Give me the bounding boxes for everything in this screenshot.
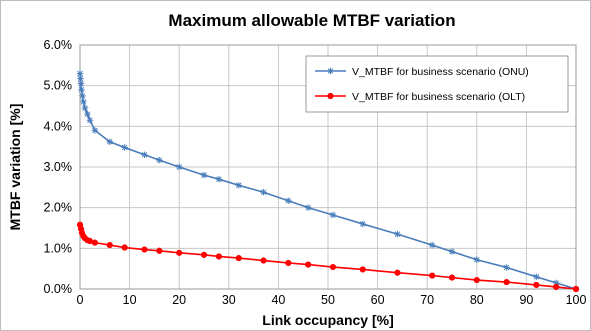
- x-tick-label: 90: [519, 293, 533, 307]
- data-point-0: [533, 273, 540, 280]
- data-point-1: [260, 257, 267, 264]
- y-tick-label: 5.0%: [44, 79, 73, 93]
- data-point-0: [106, 138, 113, 145]
- legend-marker-point: [327, 92, 334, 100]
- data-point-1: [429, 272, 436, 279]
- data-point-1: [553, 283, 560, 291]
- x-tick-label: 0: [77, 293, 84, 307]
- data-point-0: [200, 171, 208, 179]
- x-tick-label: 40: [271, 293, 285, 307]
- legend: V_MTBF for business scenario (ONU) V_MTB…: [305, 55, 569, 113]
- x-axis-title: Link occupancy [%]: [262, 312, 393, 328]
- y-tick-label: 1.0%: [44, 241, 73, 255]
- data-point-0: [235, 182, 242, 189]
- data-point-0: [84, 110, 91, 118]
- data-point-1: [533, 281, 540, 289]
- data-point-0: [176, 163, 183, 171]
- data-point-0: [156, 156, 163, 164]
- data-point-1: [359, 266, 366, 273]
- data-point-1: [448, 274, 456, 281]
- data-point-0: [77, 75, 84, 82]
- y-tick-label: 0.0%: [44, 282, 73, 296]
- legend-marker-point: [327, 67, 334, 75]
- x-tick-label: 20: [172, 293, 186, 307]
- y-axis-title: MTBF variation [%]: [7, 104, 23, 231]
- data-point-1: [473, 276, 480, 284]
- data-point-0: [394, 230, 401, 238]
- data-point-1: [176, 249, 183, 256]
- legend-marker-onu: [327, 67, 334, 75]
- data-point-1: [106, 241, 113, 249]
- data-point-1: [156, 247, 163, 254]
- data-point-0: [503, 264, 510, 271]
- data-point-0: [121, 144, 128, 151]
- data-point-0: [448, 248, 456, 255]
- x-tick-label: 10: [123, 293, 137, 307]
- y-tick-label: 3.0%: [44, 160, 73, 174]
- data-point-0: [141, 151, 148, 158]
- data-point-1: [235, 254, 242, 262]
- data-point-1: [394, 269, 401, 276]
- data-point-0: [77, 80, 85, 87]
- y-axis-ticks: 0.0% 1.0% 2.0% 3.0% 4.0% 5.0% 6.0%: [44, 38, 73, 296]
- legend-label-onu: V_MTBF for business scenario (ONU): [352, 66, 529, 78]
- chart-title: Maximum allowable MTBF variation: [168, 11, 455, 30]
- data-point-0: [260, 189, 267, 196]
- data-point-0: [359, 220, 366, 228]
- data-point-1: [121, 244, 128, 251]
- data-point-0: [80, 98, 87, 106]
- data-point-0: [428, 241, 436, 249]
- data-point-0: [86, 117, 94, 124]
- y-tick-label: 4.0%: [44, 119, 73, 133]
- x-tick-label: 30: [222, 293, 236, 307]
- data-point-1: [305, 261, 312, 268]
- data-point-1: [91, 239, 98, 246]
- data-point-0: [285, 197, 292, 204]
- data-point-0: [76, 70, 84, 77]
- y-tick-label: 6.0%: [44, 38, 73, 52]
- legend-marker-olt: [327, 92, 334, 100]
- data-point-0: [78, 86, 85, 93]
- x-tick-label: 70: [420, 293, 434, 307]
- legend-box: [305, 55, 569, 113]
- data-point-1: [329, 263, 337, 271]
- data-point-1: [200, 251, 208, 258]
- legend-label-olt: V_MTBF for business scenario (OLT): [352, 91, 525, 103]
- plot-area: [79, 44, 577, 290]
- x-tick-label: 50: [321, 293, 335, 307]
- x-tick-label: 60: [371, 293, 385, 307]
- series-layer: [76, 70, 580, 293]
- data-point-1: [572, 285, 580, 293]
- data-point-1: [86, 237, 94, 245]
- data-point-1: [503, 278, 510, 286]
- y-tick-label: 2.0%: [44, 201, 73, 215]
- x-tick-label: 80: [470, 293, 484, 307]
- x-axis-ticks: 0 10 20 30 40 50 60 70 80 90 100: [77, 293, 587, 307]
- data-point-0: [304, 204, 312, 211]
- data-point-1: [285, 259, 292, 267]
- data-point-1: [215, 253, 222, 260]
- data-point-0: [91, 127, 99, 134]
- x-tick-label: 100: [566, 293, 587, 307]
- data-point-1: [141, 246, 148, 253]
- data-point-0: [329, 211, 337, 219]
- data-point-0: [473, 256, 480, 263]
- data-point-0: [215, 176, 223, 183]
- data-point-0: [552, 279, 560, 287]
- data-point-0: [79, 92, 86, 100]
- data-point-0: [81, 104, 89, 112]
